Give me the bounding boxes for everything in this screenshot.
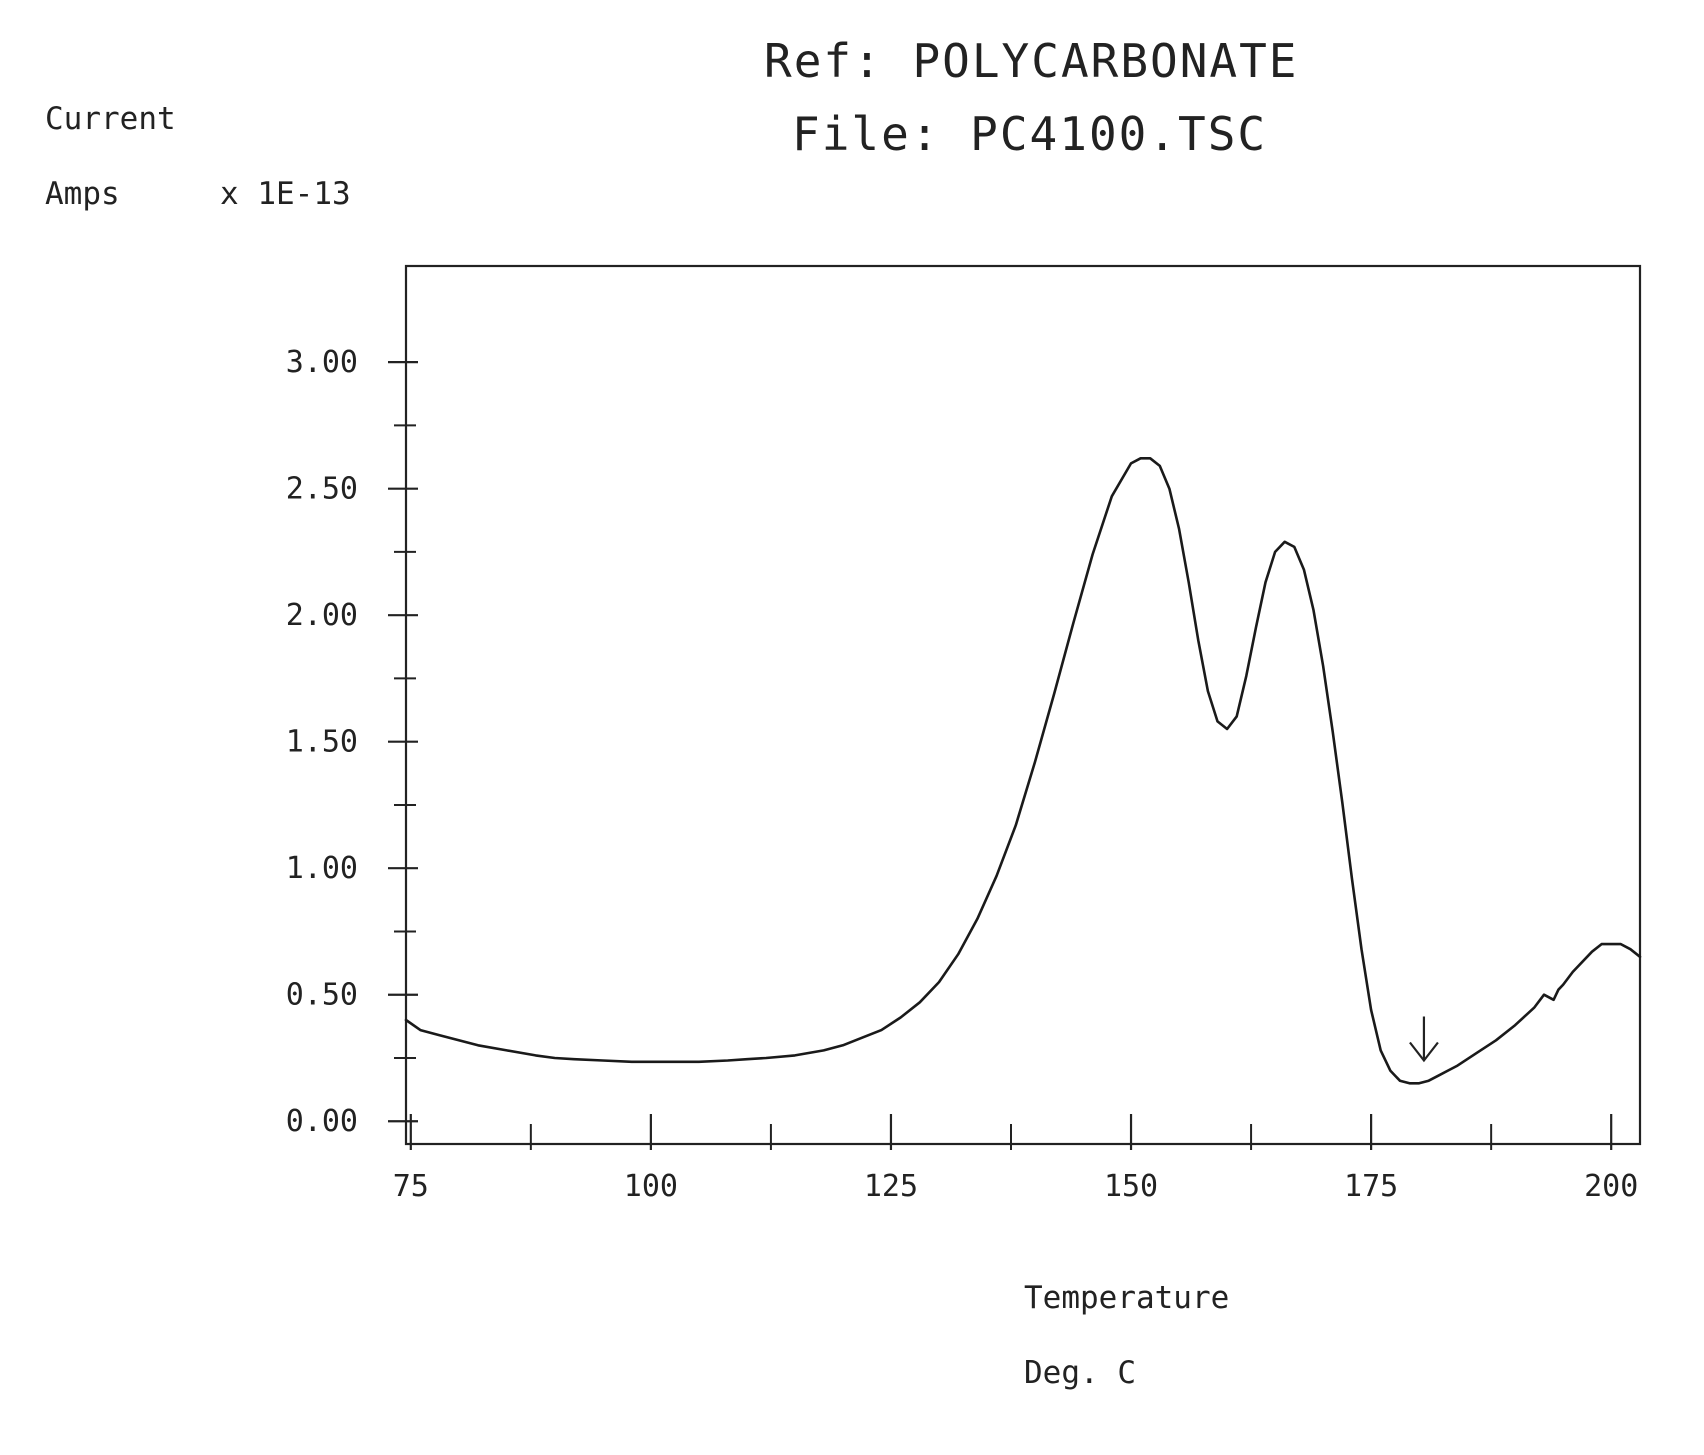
x-axis-label: Temperature Deg. C [1024, 1280, 1229, 1391]
y-tick-label: 3.00 [286, 345, 358, 380]
plot-frame [404, 264, 1642, 1146]
y-axis-unit: x 1E-13 [220, 176, 351, 212]
x-tick-label: 75 [393, 1169, 429, 1204]
current-series-line [404, 457, 1642, 1085]
chart-title: Ref: POLYCARBONATE File: PC4100.TSC [764, 34, 1299, 161]
x-axis: 75 100 125 150 175 200 [393, 1114, 1638, 1204]
y-tick-label: 2.50 [286, 472, 358, 507]
x-tick-label: 100 [624, 1169, 678, 1204]
y-tick-label: 1.50 [286, 725, 358, 760]
x-tick-label: 200 [1584, 1169, 1638, 1204]
y-axis: 0.00 0.50 1.00 1.50 2.00 2.50 3.00 [286, 345, 418, 1139]
x-axis-label-line-2: Deg. C [1024, 1355, 1136, 1391]
chart-title-line-1: Ref: POLYCARBONATE [764, 34, 1299, 88]
y-axis-label-line-1: Current [45, 101, 176, 137]
x-tick-label: 125 [864, 1169, 918, 1204]
x-tick-label: 150 [1104, 1169, 1158, 1204]
y-axis-label-line-2: Amps [45, 176, 120, 212]
chart-title-line-2: File: PC4100.TSC [792, 107, 1267, 161]
y-tick-label: 0.50 [286, 978, 358, 1013]
y-tick-label: 2.00 [286, 598, 358, 633]
x-tick-label: 175 [1344, 1169, 1398, 1204]
series-group [404, 457, 1642, 1085]
annotation-group [1409, 1016, 1439, 1063]
y-tick-label: 0.00 [286, 1104, 358, 1139]
y-axis-label: Current Amps x 1E-13 [45, 101, 351, 212]
x-axis-label-line-1: Temperature [1024, 1280, 1229, 1316]
y-tick-label: 1.00 [286, 851, 358, 886]
down-arrow-annotation [1409, 1016, 1439, 1063]
